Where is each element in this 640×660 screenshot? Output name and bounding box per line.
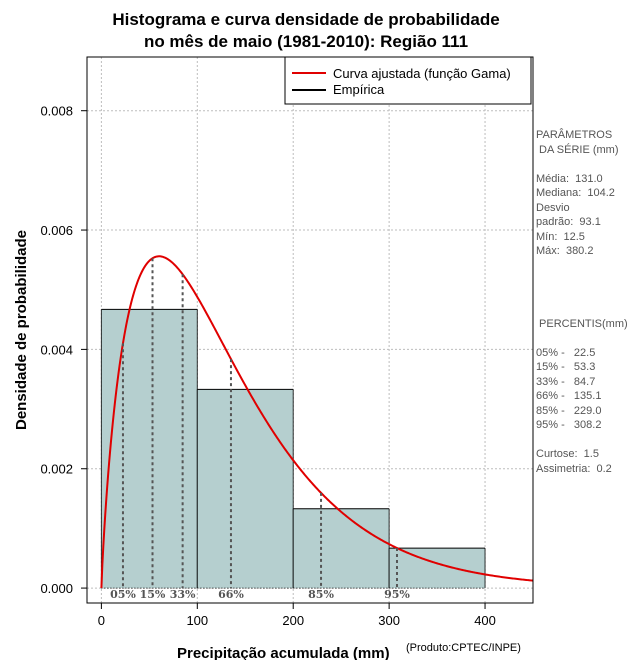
y-tick-label: 0.000 [40, 581, 73, 596]
x-tick-label: 100 [186, 613, 208, 628]
histogram-bar [293, 508, 390, 589]
percentile-marker-label: 05% [110, 588, 136, 601]
percentile-markers: 05% 15% 33% 66% 85% 95% [110, 258, 410, 601]
panel-line: 15% - 53.3 [536, 361, 596, 373]
x-tick-label: 200 [282, 613, 304, 628]
series-parameters-panel: PARÂMETROS DA SÉRIE (mm) Média: 131.0 Medi… [536, 128, 640, 476]
product-credit: (Produto:CPTEC/INPE) [406, 642, 521, 654]
panel-line [536, 273, 640, 288]
histogram-bar [101, 309, 198, 589]
panel-line: 85% - 229.0 [536, 404, 602, 417]
panel-line [536, 288, 640, 303]
panel-line: Assimetria: 0.2 [536, 462, 612, 475]
panel-line: PARÂMETROS [536, 129, 613, 141]
panel-line: Máx: 380.2 [536, 245, 594, 257]
panel-line [536, 302, 640, 317]
panel-line: Curtose: 1.5 [536, 448, 599, 460]
x-tick-label: 400 [474, 613, 496, 628]
panel-line [536, 157, 640, 172]
panel-line: DA SÉRIE (mm) [536, 143, 619, 156]
y-tick-label: 0.006 [40, 223, 73, 238]
x-axis-label: Precipitação acumulada (mm) [177, 645, 390, 660]
x-tick-label: 300 [378, 613, 400, 628]
legend-curve-label: Curva ajustada (função Gama) [333, 66, 511, 81]
panel-line [536, 433, 640, 448]
legend-empirical-label: Empírica [333, 82, 385, 97]
panel-line [536, 331, 640, 346]
y-tick-label: 0.008 [40, 104, 73, 119]
y-tick-label: 0.002 [40, 462, 73, 477]
panel-line: 95% - 308.2 [536, 419, 602, 431]
panel-line: Desvio [536, 201, 570, 214]
panel-line: 05% - 22.5 [536, 346, 596, 359]
chart-title-line-1: Histograma e curva densidade de probabil… [112, 10, 499, 29]
percentile-marker-label: 85% [308, 588, 334, 601]
percentile-marker-label: 33% [170, 588, 196, 601]
histogram-bar [197, 389, 294, 589]
percentile-marker-label: 95% [384, 588, 410, 601]
fitted-curve [100, 255, 534, 589]
legend: Curva ajustada (função Gama) Empírica [284, 56, 532, 105]
percentile-marker-label: 15% [140, 588, 166, 601]
panel-line [536, 259, 640, 274]
panel-line: 66% - 135.1 [536, 390, 602, 402]
panel-line: PERCENTIS(mm) [536, 317, 628, 330]
x-tick-label: 0 [98, 613, 105, 628]
legend-box [284, 56, 532, 105]
y-axis-label: Densidade de probabilidade [13, 230, 30, 430]
panel-line: 33% - 84.7 [536, 375, 596, 388]
y-tick-label: 0.004 [40, 342, 73, 357]
gamma-curve-path [100, 255, 534, 589]
histogram-bar [389, 548, 486, 589]
panel-line: Mín: 12.5 [536, 230, 585, 243]
panel-line: Mediana: 104.2 [536, 187, 615, 199]
percentile-marker-label: 66% [218, 588, 244, 601]
panel-line: Média: 131.0 [536, 172, 603, 185]
histogram-bars [100, 308, 486, 589]
chart-title-line-2: no mês de maio (1981-2010): Região 111 [144, 32, 468, 51]
axis-ticks: 0 100 200 300 400 0.000 0.002 0.004 0.006 0.008 [40, 104, 495, 628]
panel-line: padrão: 93.1 [536, 216, 601, 228]
